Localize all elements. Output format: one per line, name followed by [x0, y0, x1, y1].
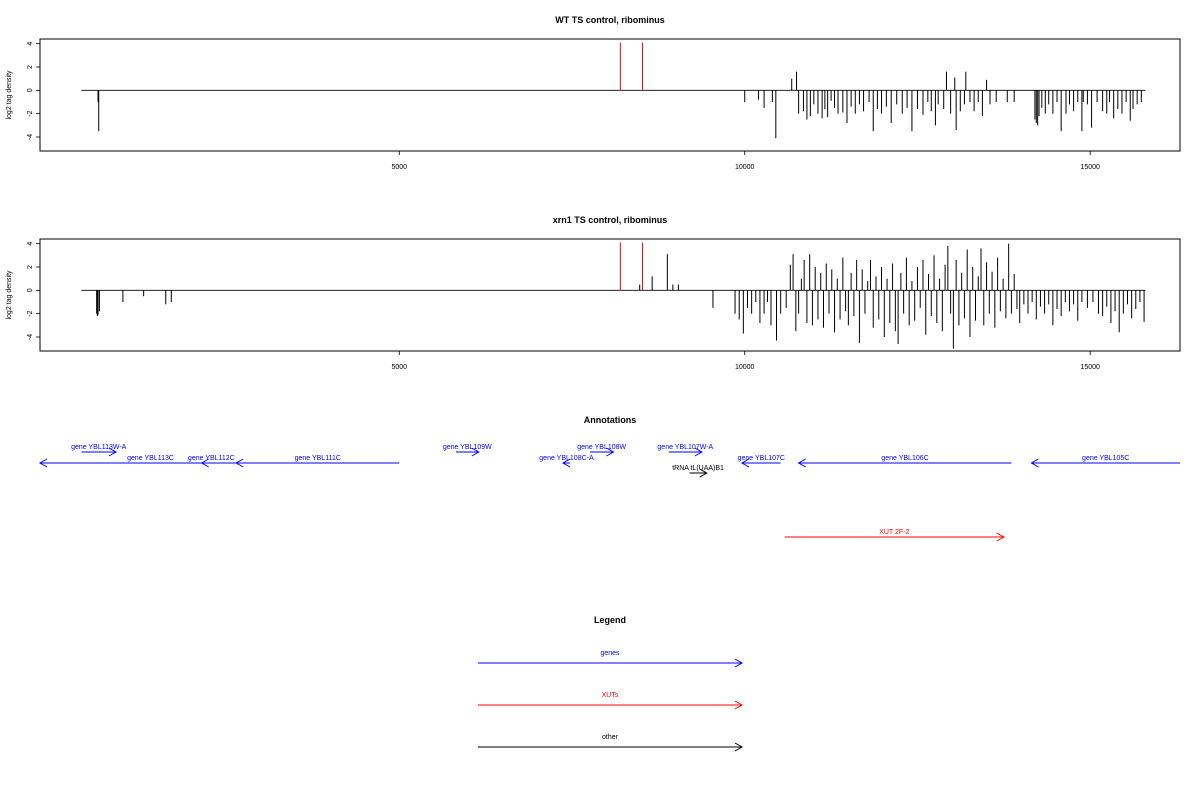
xrn1-y-tick-label: -4	[27, 334, 34, 340]
legend-label: genes	[600, 650, 620, 657]
xrn1-x-tick-label: 10000	[735, 364, 755, 371]
feature-label: gene YBL107W-A	[657, 444, 713, 451]
xrn1-panel-title: xrn1 TS control, ribominus	[553, 215, 668, 225]
xrn1-plot-frame	[39, 238, 1181, 352]
feature-arrow-head	[694, 447, 703, 457]
feature-label: tRNA tL(UAA)B1	[672, 465, 724, 472]
xrn1-y-axis-label: log2 tag density	[6, 270, 13, 320]
wt-y-axis: -4 -2 0 2 4	[27, 42, 40, 140]
xrn1-x-tick-label: 15000	[1080, 364, 1100, 371]
xrn1-x-axis: 5000 10000 15000	[391, 351, 1100, 371]
xrn1-x-tick-label: 5000	[391, 364, 407, 371]
feature-label: gene YBL109W	[443, 444, 492, 451]
wt-x-tick-label: 10000	[735, 164, 755, 171]
wt-x-axis: 5000 10000 15000	[391, 151, 1100, 171]
wt-x-tick-label: 15000	[1080, 164, 1100, 171]
legend-arrow-head	[734, 742, 744, 752]
feature-label: gene YBL113C	[127, 455, 174, 462]
legend-entries: genes XUTs other	[478, 650, 744, 752]
feature-arrow-head	[797, 458, 806, 468]
wt-x-tick-label: 5000	[391, 164, 407, 171]
wt-plot-frame	[39, 38, 1181, 152]
feature-arrow-head	[108, 447, 118, 457]
wt-y-tick-label: -2	[27, 110, 34, 116]
wt-y-axis-label: log2 tag density	[6, 70, 13, 120]
feature-arrow-head	[1030, 458, 1039, 468]
feature-label: XUT 2F-2	[879, 529, 909, 536]
feature-arrow-head	[471, 447, 480, 457]
legend-arrow-head	[734, 658, 744, 668]
wt-y-tick-label: 2	[27, 65, 34, 69]
xrn1-y-axis: -4 -2 0 2 4	[27, 242, 40, 340]
feature-label: gene YBL108C-A	[539, 455, 594, 462]
feature-arrow-head	[699, 468, 708, 478]
wt-y-tick-label: 4	[27, 42, 34, 46]
feature-label: gene YBL105C	[1082, 455, 1129, 462]
feature-label: gene YBL111C	[295, 455, 341, 462]
feature-arrow-head	[235, 458, 244, 468]
feature-label: gene YBL112C	[188, 455, 235, 462]
feature-arrow-head	[996, 532, 1005, 542]
legend-title: Legend	[594, 615, 626, 625]
xrn1-density-panel: xrn1 TS control, ribominus log2 tag dens…	[6, 215, 1181, 371]
xrn1-y-tick-label: -2	[27, 310, 34, 316]
feature-label: gene YBL108W	[577, 444, 626, 451]
wt-bars-group	[81, 42, 1146, 139]
xrn1-bars-group	[81, 242, 1146, 349]
wt-y-tick-label: 0	[27, 88, 34, 92]
annotations-title: Annotations	[584, 415, 637, 425]
xrn1-y-tick-label: 4	[27, 242, 34, 246]
feature-label: gene YBL106C	[881, 455, 928, 462]
wt-density-panel: WT TS control, ribominus log2 tag densit…	[6, 15, 1181, 171]
feature-arrow-head	[740, 458, 750, 468]
feature-label: gene YBL113W-A	[71, 444, 127, 451]
xrn1-y-tick-label: 0	[27, 288, 34, 292]
legend-label: other	[602, 734, 619, 741]
xrn1-y-tick-label: 2	[27, 265, 34, 269]
feature-arrow-head	[38, 458, 48, 468]
wt-panel-title: WT TS control, ribominus	[555, 15, 665, 25]
legend-arrow-head	[734, 700, 744, 710]
feature-arrow-head	[562, 458, 571, 468]
legend-label: XUTs	[602, 692, 619, 699]
legend: Legend genes XUTs other	[478, 615, 744, 752]
wt-y-tick-label: -4	[27, 134, 34, 140]
feature-arrow-head	[200, 458, 209, 468]
feature-label: gene YBL107C	[738, 455, 785, 462]
feature-arrow-head	[606, 447, 615, 457]
